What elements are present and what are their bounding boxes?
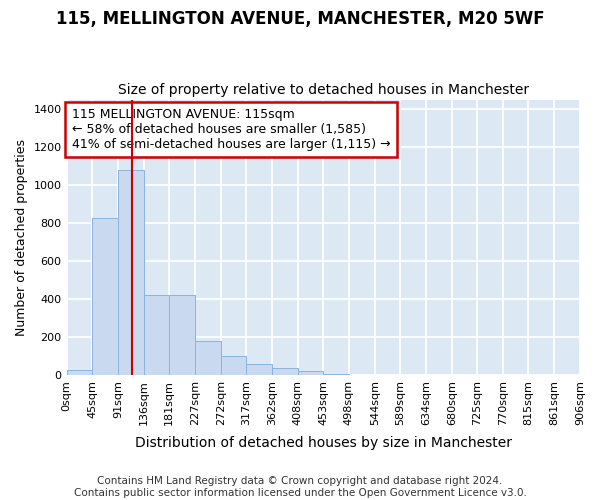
Bar — [67, 370, 92, 375]
Bar — [169, 295, 195, 375]
Text: 115, MELLINGTON AVENUE, MANCHESTER, M20 5WF: 115, MELLINGTON AVENUE, MANCHESTER, M20 … — [56, 10, 544, 28]
Bar — [246, 364, 272, 375]
Bar — [195, 340, 221, 375]
Bar — [272, 368, 298, 375]
Text: Contains HM Land Registry data © Crown copyright and database right 2024.
Contai: Contains HM Land Registry data © Crown c… — [74, 476, 526, 498]
Text: 115 MELLINGTON AVENUE: 115sqm
← 58% of detached houses are smaller (1,585)
41% o: 115 MELLINGTON AVENUE: 115sqm ← 58% of d… — [71, 108, 391, 151]
Bar — [221, 356, 246, 375]
Title: Size of property relative to detached houses in Manchester: Size of property relative to detached ho… — [118, 83, 529, 97]
Y-axis label: Number of detached properties: Number of detached properties — [15, 138, 28, 336]
Bar — [143, 295, 169, 375]
Bar — [298, 371, 323, 375]
Bar — [323, 374, 349, 375]
Bar — [118, 170, 143, 375]
X-axis label: Distribution of detached houses by size in Manchester: Distribution of detached houses by size … — [135, 436, 512, 450]
Bar — [92, 218, 118, 375]
